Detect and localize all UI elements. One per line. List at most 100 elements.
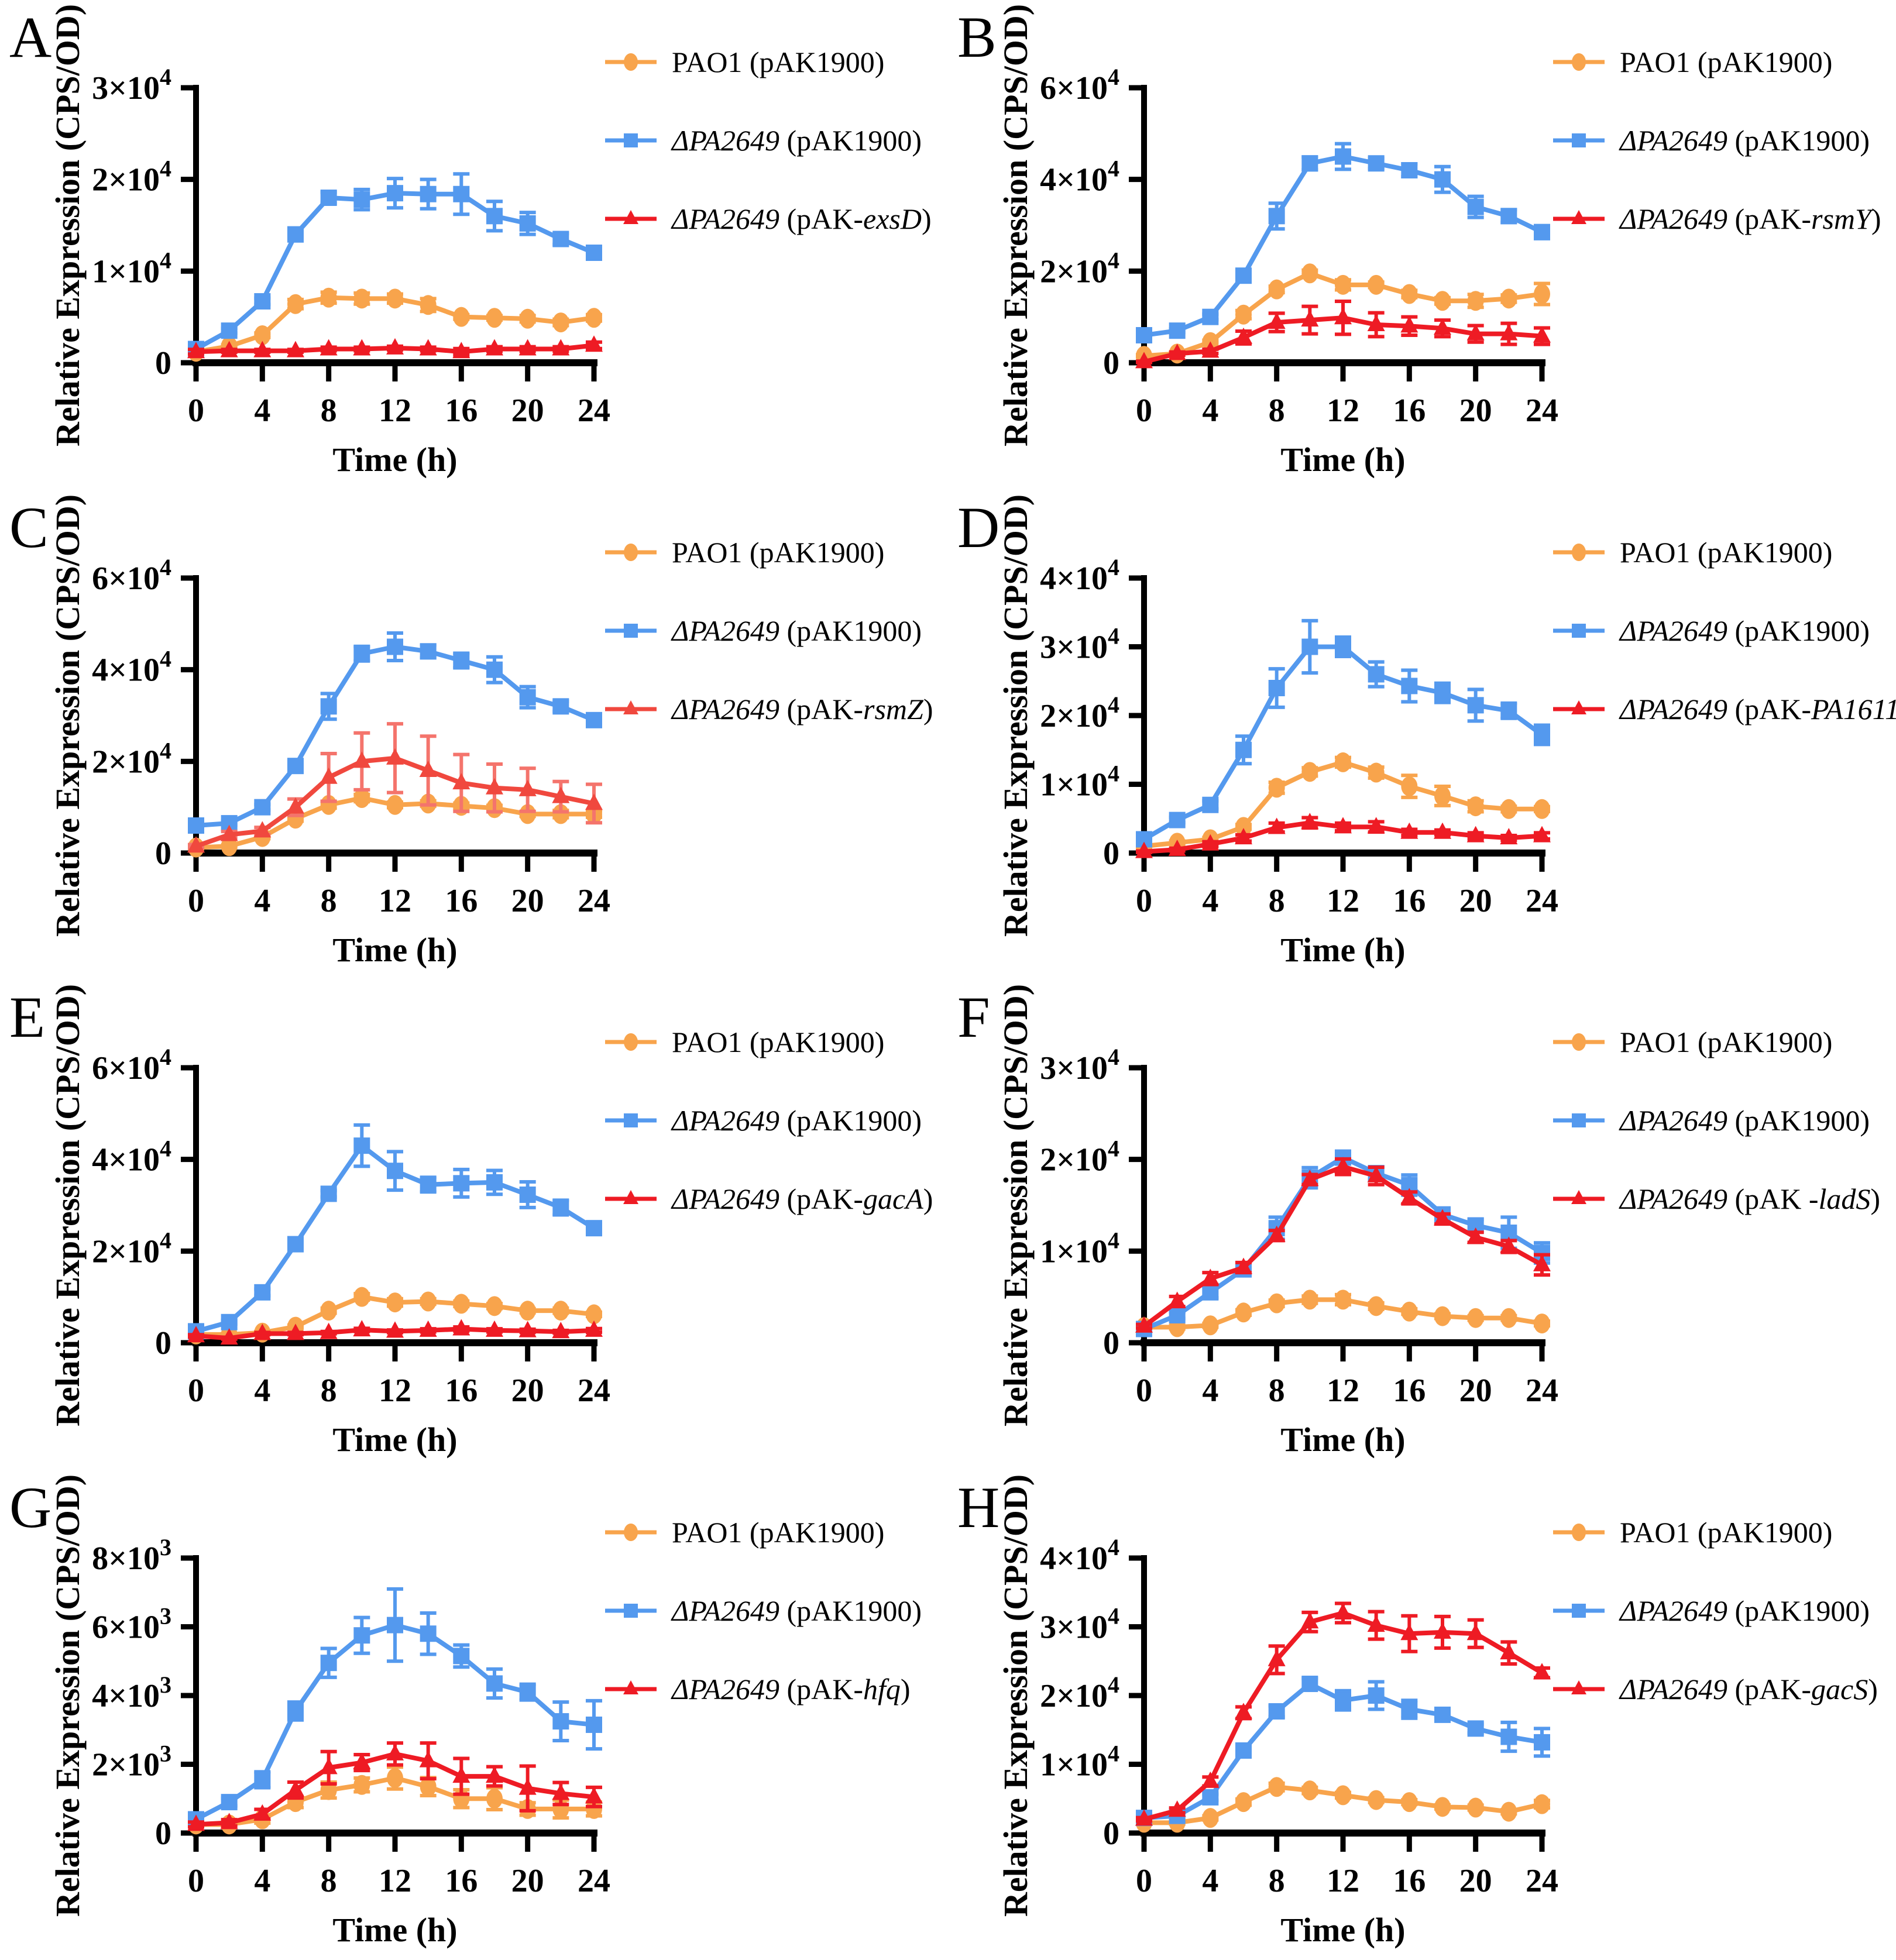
data-point-marker xyxy=(1467,796,1484,817)
data-point-marker xyxy=(419,339,437,356)
data-point-marker xyxy=(353,1775,370,1795)
legend-square-swatch xyxy=(605,133,657,147)
legend-entry: ΔPA2649 (pAK1900) xyxy=(603,1104,933,1137)
data-point-marker xyxy=(1235,828,1252,845)
legend-entry: PAO1 (pAK1900) xyxy=(1551,46,1881,78)
data-point-marker xyxy=(1169,1307,1186,1323)
y-tick-label: 6×104 xyxy=(92,554,171,597)
x-axis-label: Time (h) xyxy=(1280,931,1405,969)
x-tick-label: 4 xyxy=(254,883,270,919)
data-point-marker xyxy=(1500,208,1517,225)
data-point-marker xyxy=(254,325,271,345)
series xyxy=(1136,1777,1550,1833)
x-tick-label: 8 xyxy=(321,1373,337,1409)
series xyxy=(188,1587,602,1828)
data-point-marker xyxy=(386,748,404,765)
data-point-marker xyxy=(1235,327,1252,344)
data-point-marker xyxy=(1135,1809,1153,1826)
data-point-marker xyxy=(585,793,603,810)
data-point-marker xyxy=(419,1751,437,1768)
data-point-marker xyxy=(453,1175,470,1192)
panel-letter-b: B xyxy=(957,5,997,70)
legend-entry: ΔPA2649 (pAK-exsD) xyxy=(603,202,932,235)
series xyxy=(1135,1157,1551,1333)
x-tick-label: 0 xyxy=(1136,883,1152,919)
legend-label: ΔPA2649 (pAK-hfq) xyxy=(672,1672,911,1705)
data-point-marker xyxy=(187,836,205,853)
panel-letter-e: E xyxy=(9,985,46,1050)
y-tick-label: 2×103 xyxy=(92,1741,171,1783)
data-point-marker xyxy=(1235,267,1252,284)
panel-letter-h: H xyxy=(957,1475,1000,1540)
x-tick-label: 0 xyxy=(1136,1863,1152,1899)
legend-label: ΔPA2649 (pAK1900) xyxy=(1620,1594,1870,1627)
data-point-marker xyxy=(1400,1624,1418,1641)
chart-canvas-g: 0 2×103 4×103 6×103 8×103 0 4 8 12 16 20 24 Time (h)… xyxy=(49,1474,610,1949)
data-point-marker xyxy=(353,1627,370,1644)
y-tick-label: 8×103 xyxy=(92,1534,171,1577)
legend-circle-swatch xyxy=(605,53,657,71)
data-point-marker xyxy=(552,1199,569,1216)
x-axis-label: Time (h) xyxy=(332,1421,457,1459)
data-point-marker xyxy=(1400,1188,1418,1205)
data-point-marker xyxy=(1534,799,1550,819)
data-point-marker xyxy=(1335,638,1351,655)
panel-letter-c: C xyxy=(9,495,49,560)
data-point-marker xyxy=(1334,308,1352,325)
legend-marker-square xyxy=(624,624,638,638)
legend-entry: ΔPA2649 (pAK-rsmZ) xyxy=(603,693,933,725)
legend-marker-triangle xyxy=(1571,210,1586,224)
y-tick-label: 2×104 xyxy=(92,1227,171,1270)
legend-marker-circle xyxy=(1572,53,1586,71)
data-point-marker xyxy=(1466,1227,1485,1244)
data-point-marker xyxy=(1401,1701,1418,1718)
data-point-marker xyxy=(486,1789,503,1809)
data-point-marker xyxy=(1367,314,1385,331)
y-axis-label: Relative Expression (CPS/OD) xyxy=(49,1474,87,1917)
data-point-marker xyxy=(1169,322,1186,339)
data-point-marker xyxy=(1135,1316,1153,1333)
data-point-marker xyxy=(1301,1780,1318,1801)
data-point-marker xyxy=(585,1787,603,1804)
panel-g: G 0 2×103 4×103 6×103 8×103 0 4 8 12 16 20 24 Time (… xyxy=(0,1470,948,1960)
data-point-marker xyxy=(1301,1612,1319,1629)
data-point-marker xyxy=(420,1291,437,1312)
data-point-marker xyxy=(253,821,272,838)
data-point-marker xyxy=(287,809,304,829)
data-point-marker xyxy=(221,1794,238,1811)
data-point-marker xyxy=(187,342,205,359)
legend-marker-square xyxy=(1572,624,1586,638)
data-point-marker xyxy=(1268,208,1285,225)
data-point-marker xyxy=(287,341,304,357)
x-tick-label: 16 xyxy=(1393,1863,1426,1899)
series xyxy=(1135,1601,1551,1826)
data-point-marker xyxy=(254,799,271,816)
y-axis-label: Relative Expression (CPS/OD) xyxy=(997,494,1035,937)
chart-canvas-d: 0 1×104 2×104 3×104 4×104 0 4 8 12 16 20 24 Time (h)… xyxy=(997,494,1558,969)
legend-circle-swatch xyxy=(1553,53,1605,71)
x-tick-label: 16 xyxy=(1393,883,1426,919)
data-point-marker xyxy=(586,1304,602,1325)
data-point-marker xyxy=(1201,341,1220,358)
data-point-marker xyxy=(386,338,404,355)
series xyxy=(188,788,602,858)
data-point-marker xyxy=(1335,1290,1351,1310)
x-tick-label: 8 xyxy=(1269,883,1285,919)
data-point-marker xyxy=(287,1236,304,1253)
data-point-marker xyxy=(287,226,304,243)
legend-circle-swatch xyxy=(1553,1033,1605,1051)
legend-entry: PAO1 (pAK1900) xyxy=(603,46,932,78)
y-tick-label: 3×104 xyxy=(1040,623,1119,666)
panel-letter-d: D xyxy=(957,495,1000,560)
legend-circle-swatch xyxy=(605,1524,657,1541)
data-point-marker xyxy=(552,698,569,715)
legend-entry: ΔPA2649 (pAK-gacA) xyxy=(603,1182,933,1215)
data-point-marker xyxy=(1434,685,1451,702)
data-point-marker xyxy=(1301,155,1318,172)
data-point-marker xyxy=(486,339,503,356)
data-point-marker xyxy=(253,341,272,357)
data-point-marker xyxy=(1235,1257,1252,1274)
y-tick-label: 2×104 xyxy=(92,156,171,198)
x-axis-label: Time (h) xyxy=(1280,1911,1405,1949)
data-point-marker xyxy=(1235,1703,1252,1720)
